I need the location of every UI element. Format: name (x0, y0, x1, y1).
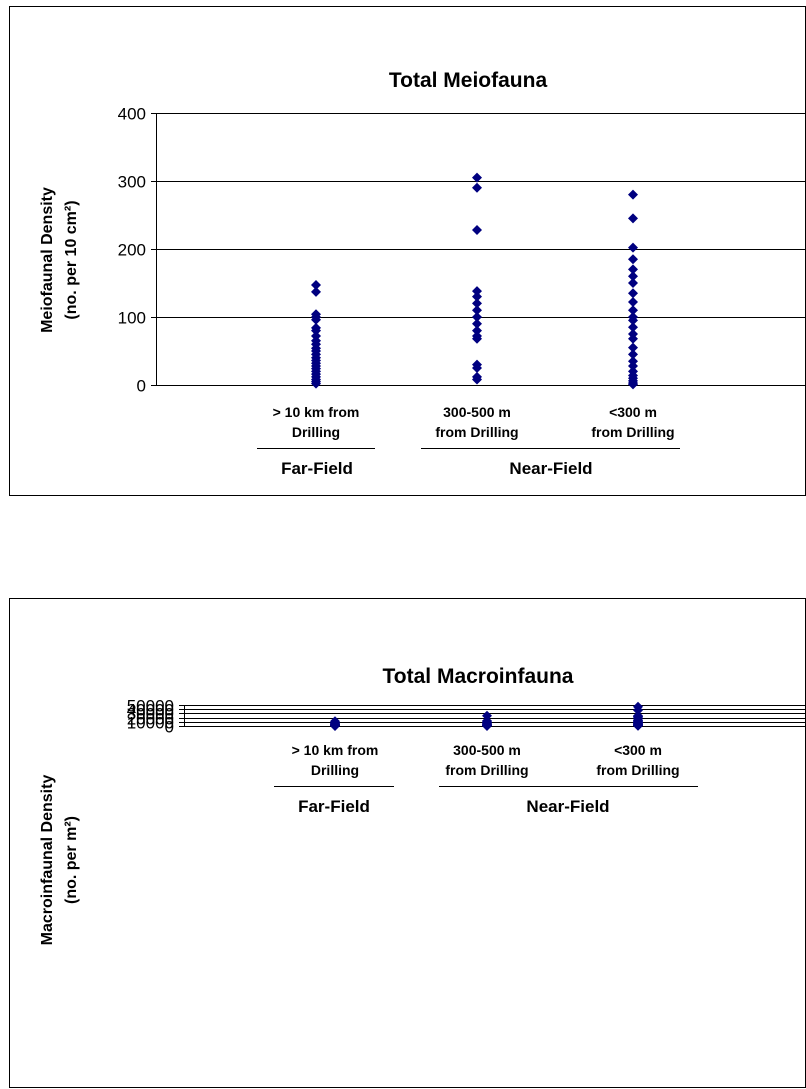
chart-1-category-label: > 10 km from (273, 404, 360, 420)
chart-1-data-point (628, 322, 638, 333)
chart-2-data-point (482, 710, 492, 721)
chart-1-ytick-label: 300 (118, 173, 146, 192)
chart-2-ytick-label: 40000 (127, 701, 174, 720)
chart-2-ytick-label: 20000 (127, 710, 174, 729)
chart-1-group-label: Far-Field (281, 459, 353, 478)
chart-1-ytick-label: 400 (118, 105, 146, 124)
chart-1-plot-area: 0 100 200 300 400 > 10 km from Drilling 300-500… (118, 105, 806, 478)
chart-2-ytick-label: 0 (165, 718, 174, 737)
chart-2-frame (9, 598, 806, 1088)
chart-2-category-label: Drilling (311, 762, 359, 778)
chart-1-data-point (628, 360, 638, 371)
chart-1-data-point (472, 298, 482, 309)
chart-1-data-point (472, 182, 482, 193)
chart-1-data-point (472, 312, 482, 322)
chart-1-data-point (472, 305, 482, 316)
chart-1-data-point (472, 318, 482, 329)
chart-2-category-label: 300-500 m (453, 742, 521, 758)
chart-1-data-point (628, 213, 638, 224)
chart-2-category-label: from Drilling (596, 762, 679, 778)
chart-2-category-label: <300 m (614, 742, 662, 758)
chart-1-data-point (628, 271, 638, 282)
chart-1-data-point (311, 286, 321, 297)
chart-1-category-label: Drilling (292, 424, 340, 440)
chart-1-data-point (628, 288, 638, 299)
chart-1-data-point (628, 297, 638, 308)
chart-1-data-point (628, 333, 638, 344)
chart-2-data-point (482, 720, 492, 731)
chart-2-category-label: > 10 km from (292, 742, 379, 758)
chart-2-group-label: Near-Field (526, 797, 609, 816)
chart-2-ylabel-line1: Macroinfaunal Density (39, 775, 56, 946)
chart-1-data-point (311, 280, 321, 291)
chart-1-data-point (472, 374, 482, 385)
chart-1-ytick-label: 0 (137, 377, 146, 396)
chart-1-data-point (628, 254, 638, 265)
chart-1-data-point (472, 172, 482, 183)
chart-1-ylabel-line2: (no. per 10 cm²) (63, 200, 80, 319)
chart-1-data-point (311, 314, 321, 325)
chart-2-group-label: Far-Field (298, 797, 370, 816)
chart-1-frame (9, 6, 806, 496)
chart-1-data-point (628, 242, 638, 253)
chart-1-ytick-label: 200 (118, 241, 146, 260)
chart-1-data-point (472, 291, 482, 302)
chart-2-title: Total Macroinfauna (383, 665, 574, 688)
chart-1-title: Total Meiofauna (389, 69, 548, 92)
chart-1-data-point (472, 333, 482, 344)
chart-1-ylabel-line1: Meiofaunal Density (39, 187, 56, 333)
chart-1-data-point (628, 278, 638, 288)
chart-1-ytick-label: 100 (118, 309, 146, 328)
chart-1-category-label: <300 m (609, 404, 657, 420)
chart-1-data-point (628, 264, 638, 275)
chart-1-data-point (472, 286, 482, 297)
chart-2-data-point (633, 705, 643, 716)
chart-2-data-point (330, 720, 340, 731)
chart-2-ytick-label: 10000 (127, 714, 174, 733)
chart-2-category-label: from Drilling (445, 762, 528, 778)
chart-1-category-label: 300-500 m (443, 404, 511, 420)
chart-1-data-point (311, 325, 321, 336)
chart-1-category-label: from Drilling (591, 424, 674, 440)
chart-1-group-label: Near-Field (509, 459, 592, 478)
chart-1-data-point (628, 189, 638, 200)
chart-1-data-point (472, 325, 482, 336)
chart-1-data-point (628, 342, 638, 353)
chart-2-ytick-label: 50000 (127, 697, 174, 716)
chart-1-data-point (628, 305, 638, 316)
chart-1-category-label: from Drilling (435, 424, 518, 440)
chart-1-data-point (628, 315, 638, 326)
chart-1-data-point (628, 349, 638, 360)
chart-2-data-point (633, 720, 643, 731)
chart-1-data-point (311, 378, 321, 389)
chart-2-ylabel-line2: (no. per m²) (63, 816, 80, 904)
chart-1-data-point (472, 224, 482, 235)
chart-1-data-point (472, 363, 482, 373)
chart-1-data-point (628, 379, 638, 390)
chart-2-ytick-label: 30000 (127, 705, 174, 724)
